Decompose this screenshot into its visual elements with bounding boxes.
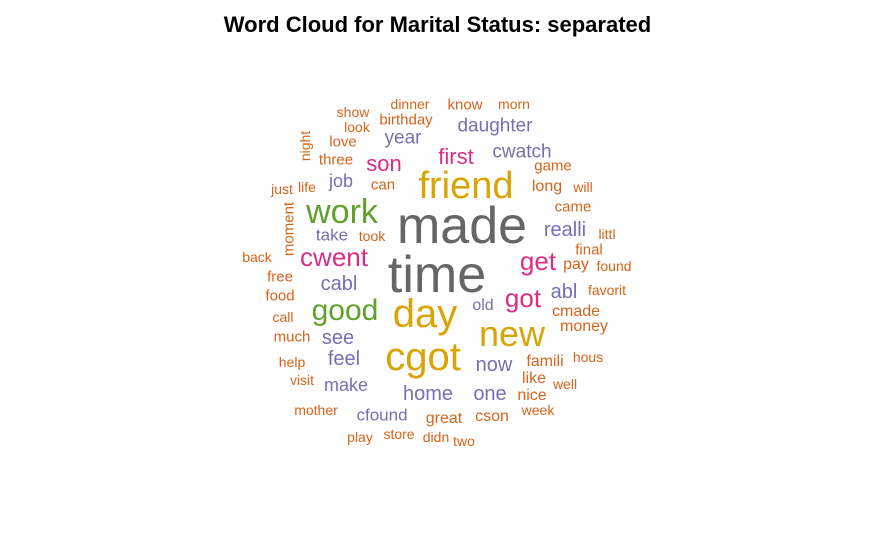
word-found: found xyxy=(596,258,632,274)
word-money: money xyxy=(559,318,609,335)
word-visit: visit xyxy=(289,372,315,388)
word-long: long xyxy=(531,178,563,195)
word-cwent: cwent xyxy=(300,242,368,272)
word-realli: realli xyxy=(543,219,587,241)
word-life: life xyxy=(298,179,316,195)
word-call: call xyxy=(272,309,294,325)
word-nice: nice xyxy=(517,387,547,404)
word-made: made xyxy=(396,197,528,255)
word-cabl: cabl xyxy=(320,273,358,295)
word-will: will xyxy=(573,179,593,195)
cloud-bottom-clip xyxy=(380,446,500,456)
word-old: old xyxy=(472,297,494,314)
word-friend: friend xyxy=(418,165,514,207)
word-now: now xyxy=(475,354,513,376)
word-good: good xyxy=(311,294,379,327)
word-three: three xyxy=(318,151,354,169)
word-see: see xyxy=(321,327,355,349)
word-cwatch: cwatch xyxy=(492,141,552,163)
word-pay: pay xyxy=(563,256,589,273)
word-famili: famili xyxy=(526,353,564,370)
word-night: night xyxy=(297,130,313,162)
word-final: final xyxy=(575,241,603,259)
word-daughter: daughter xyxy=(457,115,533,137)
word-week: week xyxy=(521,402,555,418)
word-great: great xyxy=(425,410,463,427)
word-two: two xyxy=(453,433,475,449)
word-cfound: cfound xyxy=(356,405,408,425)
word-littl: littl xyxy=(598,226,616,242)
word-home: home xyxy=(402,383,454,405)
word-work: work xyxy=(306,193,378,231)
word-get: get xyxy=(519,246,557,276)
word-back: back xyxy=(242,249,272,265)
word-abl: abl xyxy=(550,281,578,303)
word-took: took xyxy=(358,228,386,244)
word-just: just xyxy=(271,181,293,197)
word-dinner: dinner xyxy=(390,96,430,112)
word-first: first xyxy=(438,144,474,169)
word-make: make xyxy=(323,375,369,395)
word-moment: moment xyxy=(280,201,298,257)
word-got: got xyxy=(504,283,542,313)
word-didn: didn xyxy=(422,429,450,445)
word-favorit: favorit xyxy=(587,282,627,298)
word-birthday: birthday xyxy=(379,111,433,129)
word-new: new xyxy=(478,313,546,354)
word-cmade: cmade xyxy=(551,303,601,320)
word-help: help xyxy=(278,354,306,370)
word-play: play xyxy=(347,429,373,445)
word-game: game xyxy=(534,157,572,175)
word-one: one xyxy=(473,383,507,405)
word-son: son xyxy=(366,151,402,176)
word-can: can xyxy=(370,176,396,194)
word-job: job xyxy=(328,171,354,191)
word-day: day xyxy=(392,292,458,336)
chart-title: Word Cloud for Marital Status: separated xyxy=(223,12,652,37)
word-year: year xyxy=(384,127,422,149)
word-came: came xyxy=(554,198,592,216)
word-cson: cson xyxy=(475,408,509,425)
word-morn: morn xyxy=(498,96,530,112)
word-feel: feel xyxy=(327,348,361,370)
word-show: show xyxy=(336,104,370,120)
word-much: much xyxy=(273,328,311,346)
word-take: take xyxy=(315,225,349,245)
word-cgot: cgot xyxy=(385,335,461,379)
word-free: free xyxy=(267,268,293,286)
word-store: store xyxy=(383,426,415,442)
word-love: love xyxy=(329,133,357,151)
word-food: food xyxy=(265,287,295,305)
word-well: well xyxy=(552,376,578,392)
word-know: know xyxy=(447,96,483,114)
word-look: look xyxy=(344,119,370,135)
word-like: like xyxy=(521,370,547,387)
word-mother: mother xyxy=(294,402,338,418)
word-time: time xyxy=(387,246,487,304)
word-hous: hous xyxy=(572,349,604,365)
